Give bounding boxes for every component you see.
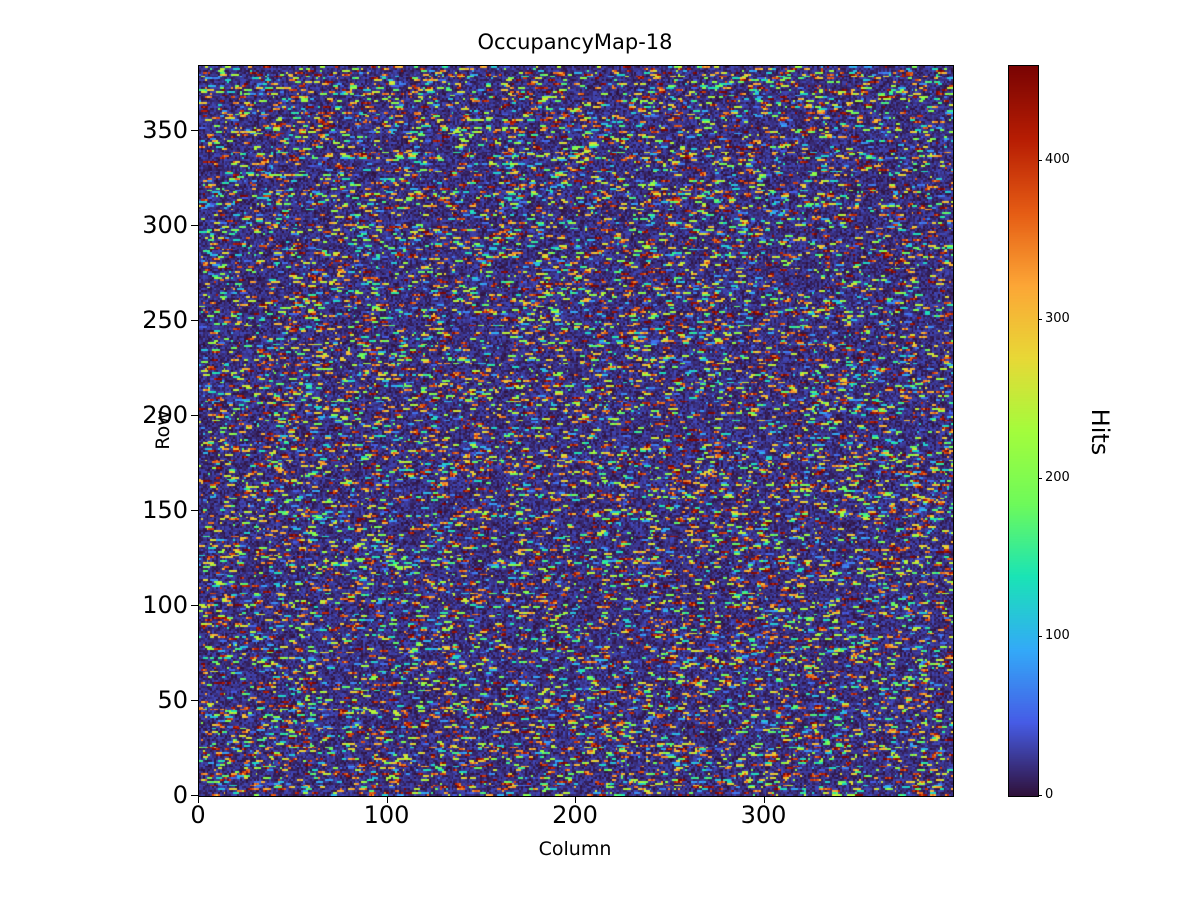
y-tick-label: 300 [142, 210, 188, 239]
plot-area [198, 65, 954, 797]
colorbar-tick-mark [1038, 477, 1042, 479]
y-tick-label: 150 [142, 495, 188, 524]
colorbar-tick-label: 300 [1045, 310, 1070, 326]
y-axis-label: Row [152, 410, 174, 450]
colorbar-tick-mark [1038, 795, 1042, 796]
x-tick-mark [575, 796, 576, 803]
x-tick-mark [198, 796, 199, 803]
colorbar [1008, 65, 1039, 797]
x-tick-label: 100 [363, 801, 410, 829]
x-tick-label: 200 [552, 801, 598, 829]
x-tick-mark [386, 796, 388, 803]
y-tick-label: 50 [157, 685, 188, 714]
colorbar-tick-label: 200 [1045, 469, 1070, 485]
y-tick-mark [191, 795, 198, 796]
x-axis-label: Column [538, 838, 612, 860]
colorbar-tick-mark [1038, 160, 1042, 162]
x-tick-label: 0 [190, 801, 206, 829]
colorbar-tick-label: 0 [1045, 787, 1054, 802]
chart-title: OccupancyMap-18 [477, 30, 673, 54]
colorbar-tick-mark [1038, 318, 1042, 320]
y-tick-mark [191, 129, 198, 131]
y-tick-label: 350 [142, 115, 188, 144]
y-tick-label: 0 [172, 781, 188, 809]
y-tick-mark [191, 509, 198, 511]
y-tick-mark [191, 604, 198, 606]
y-tick-label: 100 [142, 590, 188, 619]
colorbar-tick-label: 400 [1045, 152, 1070, 168]
colorbar-tick-label: 100 [1045, 628, 1070, 644]
y-tick-mark [191, 319, 198, 321]
x-tick-mark [763, 796, 765, 803]
y-tick-mark [191, 224, 198, 226]
heatmap-image [199, 66, 953, 796]
x-tick-label: 300 [740, 801, 787, 829]
colorbar-tick-mark [1038, 636, 1042, 638]
y-tick-mark [191, 699, 198, 701]
colorbar-label: Hits [1086, 408, 1114, 456]
y-tick-mark [191, 414, 198, 416]
y-tick-label: 200 [142, 400, 188, 429]
colorbar-gradient [1009, 66, 1038, 796]
y-tick-label: 250 [142, 305, 188, 334]
